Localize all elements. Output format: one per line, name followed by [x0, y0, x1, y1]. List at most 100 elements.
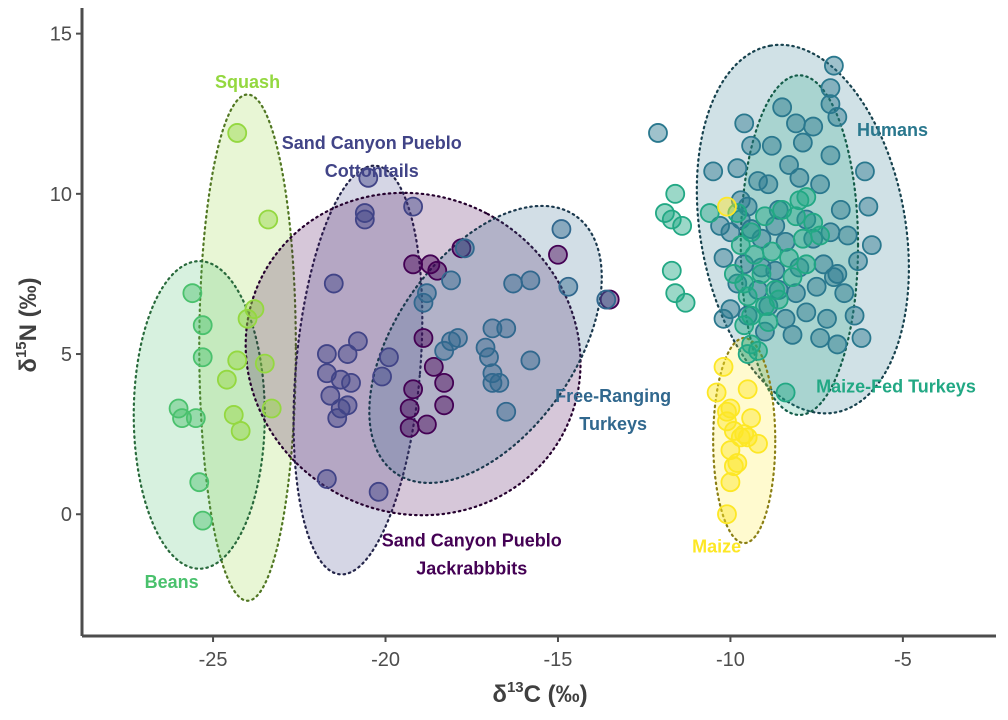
point-sand-canyon-pueblo-jackrabbbits [434, 395, 455, 416]
point-humans [823, 267, 844, 288]
point-beans [192, 510, 213, 531]
point-humans [720, 222, 741, 243]
label-line: Turkeys [579, 414, 647, 434]
point-free-ranging-turkeys [496, 318, 517, 339]
point-maize-fed-turkeys [810, 225, 830, 246]
point-maize [717, 196, 737, 217]
label-maize-fed-turkeys: Maize-Fed Turkeys [816, 376, 976, 396]
point-sand-canyon-pueblo-cottontails [323, 273, 344, 294]
point-sand-canyon-pueblo-jackrabbbits [399, 417, 420, 438]
label-sand-canyon-pueblo-jackrabbbits: Sand Canyon Pueblo Jackrabbbits [382, 530, 562, 578]
point-free-ranging-turkeys [417, 283, 437, 304]
label-humans: Humans [857, 120, 928, 140]
y-axis-title-rest: N (‰) [15, 277, 42, 341]
point-humans [830, 199, 851, 220]
ellipse-squash [198, 93, 297, 602]
point-sand-canyon-pueblo-cottontails [368, 481, 389, 502]
point-maize-fed-turkeys [751, 264, 772, 284]
y-tick-label: 0 [61, 504, 72, 526]
label-line: Sand Canyon Pueblo [382, 530, 562, 550]
point-humans [806, 276, 827, 297]
point-maize-fed-turkeys [727, 203, 748, 223]
point-humans [810, 328, 830, 348]
label-line: Sand Canyon Pueblo [282, 133, 462, 153]
point-free-ranging-turkeys [482, 372, 503, 393]
point-sand-canyon-pueblo-cottontails [348, 331, 368, 352]
point-humans [703, 161, 724, 182]
point-sand-canyon-pueblo-jackrabbbits [417, 414, 437, 435]
point-sand-canyon-pueblo-cottontails [316, 469, 337, 489]
point-humans [848, 251, 868, 272]
point-beans [185, 408, 206, 429]
point-free-ranging-turkeys [551, 219, 572, 239]
label-free-ranging-turkeys: Free-Ranging Turkeys [555, 386, 671, 434]
point-beans [192, 347, 213, 368]
ellipse-sand-canyon-pueblo-jackrabbbits [244, 191, 582, 517]
ellipse-free-ranging-turkeys [368, 204, 603, 485]
point-humans [713, 248, 734, 268]
point-humans [779, 155, 799, 175]
point-sand-canyon-pueblo-jackrabbbits [548, 244, 568, 265]
point-squash [227, 123, 248, 143]
point-maize [737, 427, 758, 448]
point-sand-canyon-pueblo-jackrabbbits [403, 379, 424, 400]
point-maize-fed-turkeys [665, 183, 686, 204]
point-maize-fed-turkeys [792, 228, 813, 249]
point-free-ranging-turkeys [520, 270, 541, 291]
label-line: Beans [145, 572, 199, 592]
group-labels-layer: Squash Beans Sand Canyon Pueblo Cottontails… [145, 72, 976, 592]
point-free-ranging-turkeys [496, 401, 517, 422]
point-humans [855, 161, 875, 182]
y-tick-label: 15 [50, 24, 72, 46]
x-axis-title-rest: C (‰) [524, 681, 588, 708]
point-humans [861, 235, 882, 256]
point-humans [782, 324, 803, 345]
label-beans: Beans [145, 572, 199, 592]
point-maize-fed-turkeys [782, 267, 803, 288]
y-tick-label: 10 [50, 184, 72, 206]
point-humans [761, 135, 782, 156]
point-sand-canyon-pueblo-jackrabbbits [399, 398, 420, 419]
point-maize-fed-turkeys [779, 248, 799, 268]
point-sand-canyon-pueblo-cottontails [403, 196, 424, 217]
label-line: Humans [857, 120, 928, 140]
point-squash [223, 405, 244, 425]
point-maize-fed-turkeys [661, 209, 682, 230]
point-free-ranging-turkeys [596, 289, 617, 310]
point-humans [710, 215, 730, 236]
point-maize-fed-turkeys [755, 206, 775, 227]
point-humans [727, 158, 748, 179]
point-free-ranging-turkeys [454, 238, 475, 259]
point-maize [730, 427, 751, 448]
point-maize-fed-turkeys [758, 312, 779, 332]
point-maize-fed-turkeys [741, 222, 762, 243]
x-tick-label: -15 [544, 649, 573, 671]
point-humans [792, 132, 813, 153]
point-sand-canyon-pueblo-cottontails [316, 344, 337, 364]
point-free-ranging-turkeys [441, 270, 461, 291]
y-axis-title-superscript: 15 [13, 341, 30, 358]
point-maize-fed-turkeys [796, 187, 817, 207]
point-beans [182, 283, 203, 304]
y-axis-title-delta: δ [15, 358, 42, 373]
point-squash [254, 353, 275, 374]
point-humans [796, 302, 817, 323]
point-sand-canyon-pueblo-cottontails [337, 344, 358, 364]
point-maize-fed-turkeys [775, 382, 796, 403]
point-sand-canyon-pueblo-cottontails [379, 347, 399, 368]
ellipse-sand-canyon-pueblo-cottontails [292, 164, 424, 576]
point-humans [803, 116, 824, 137]
point-maize [727, 453, 748, 473]
point-maize [723, 456, 744, 477]
point-squash [261, 398, 282, 419]
point-sand-canyon-pueblo-cottontails [354, 209, 375, 230]
label-line: Cottontails [325, 161, 419, 181]
point-free-ranging-turkeys [482, 318, 503, 339]
point-free-ranging-turkeys [520, 350, 541, 371]
x-tick-label: -25 [199, 649, 228, 671]
point-sand-canyon-pueblo-cottontails [327, 408, 348, 429]
label-sand-canyon-pueblo-cottontails: Sand Canyon Pueblo Cottontails [282, 133, 462, 181]
point-maize-fed-turkeys [761, 241, 782, 262]
label-squash: Squash [215, 72, 280, 92]
point-humans [844, 305, 865, 326]
